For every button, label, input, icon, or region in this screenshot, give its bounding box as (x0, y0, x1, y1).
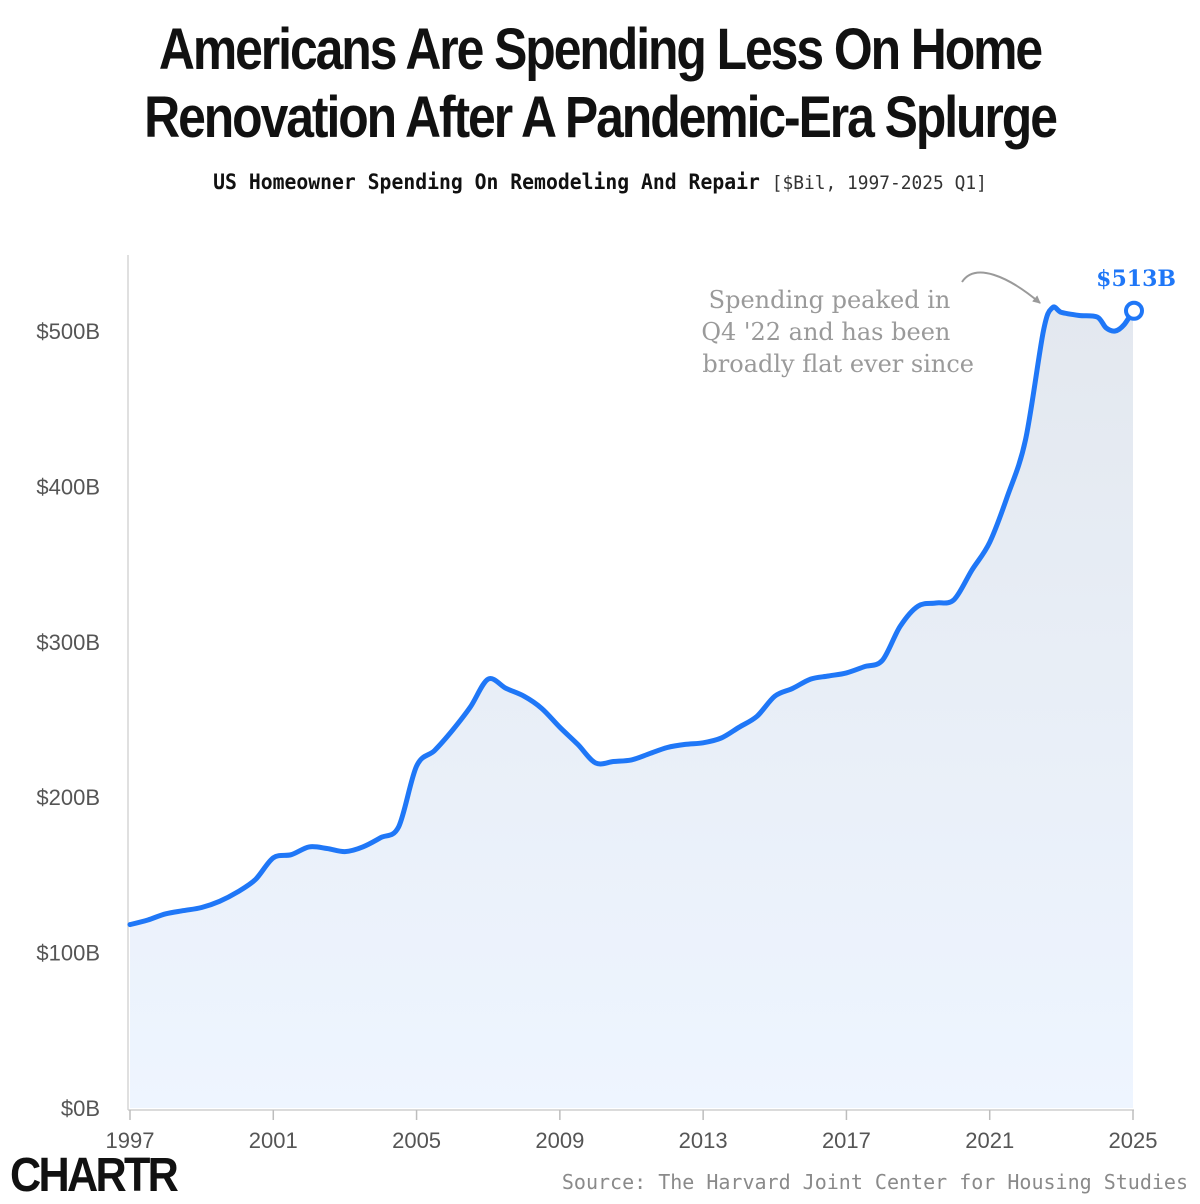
annotation-line-2: Q4 '22 and has been (701, 318, 950, 346)
series-line (127, 304, 1136, 928)
annotation-arrow (961, 271, 1041, 304)
subtitle-text: US Homeowner Spending On Remodeling And … (213, 170, 760, 194)
chart-title: Americans Are Spending Less On Home Reno… (84, 16, 1116, 152)
annotation-text: Spending peaked in Q4 '22 and has been b… (701, 286, 974, 378)
source-note: Source: The Harvard Joint Center for Hou… (561, 1170, 1188, 1194)
x-tick-label: 2017 (822, 1128, 871, 1153)
logo-text: CHARTR (10, 1149, 179, 1202)
annotation-line-3: broadly flat ever since (702, 350, 974, 378)
subtitle-units: [$Bil, 1997-2025 Q1] (771, 172, 987, 194)
x-tick-label: 1997 (106, 1128, 155, 1153)
x-tick-label: 2001 (249, 1128, 298, 1153)
y-tick-label: $100B (36, 941, 100, 966)
latest-data-point (1124, 300, 1144, 321)
area-fill (130, 306, 1133, 1108)
y-tick-label: $400B (36, 474, 100, 499)
title-line-1: Americans Are Spending Less On Home (158, 17, 1043, 82)
y-tick-label: $0B (61, 1096, 100, 1121)
x-tick-label: 2009 (535, 1128, 584, 1153)
chartr-logo: CHARTR (10, 1148, 179, 1203)
peak-annotation: Spending peaked in Q4 '22 and has been b… (701, 271, 1041, 378)
x-tick-label: 2005 (392, 1128, 441, 1153)
title-line-2: Renovation After A Pandemic-Era Splurge (144, 85, 1058, 150)
x-axis-ticks: 1997 2001 2005 2009 2013 2017 2021 2025 (106, 1110, 1158, 1153)
x-tick-label: 2021 (965, 1128, 1014, 1153)
annotation-line-1: Spending peaked in (709, 286, 951, 314)
y-tick-label: $300B (36, 630, 100, 655)
x-tick-label: 2013 (679, 1128, 728, 1153)
latest-value-label: $513B (1096, 266, 1176, 292)
y-tick-label: $500B (36, 319, 100, 344)
y-tick-label: $200B (36, 785, 100, 810)
chart-subtitle: US Homeowner Spending On Remodeling And … (36, 170, 1164, 194)
x-tick-label: 2025 (1109, 1128, 1158, 1153)
y-axis-ticks: $0B $100B $200B $300B $400B $500B (36, 319, 100, 1121)
